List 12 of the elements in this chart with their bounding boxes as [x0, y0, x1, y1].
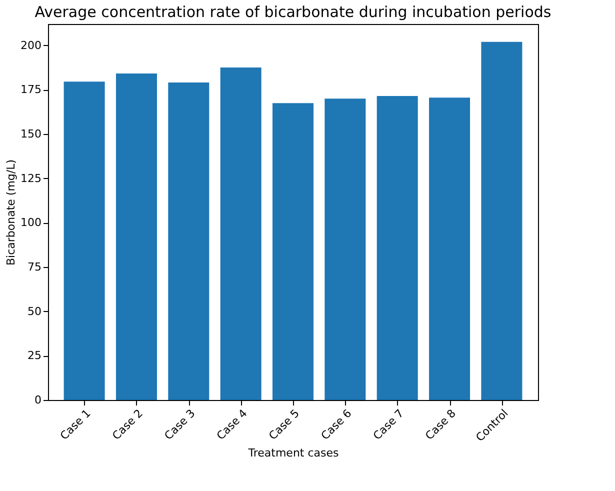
y-tick-label: 175 — [20, 83, 42, 96]
y-tick-label: 0 — [34, 394, 42, 406]
chart-title: Average concentration rate of bicarbonate during incubation periods — [34, 3, 552, 21]
y-tick-label: 150 — [20, 127, 42, 140]
y-tick-label: 100 — [20, 216, 42, 230]
y-tick-label: 25 — [28, 349, 42, 362]
y-axis-title: Bicarbonate (mg/L) — [4, 159, 18, 266]
y-tick-label: 200 — [20, 38, 42, 52]
y-tick-label: 50 — [28, 304, 42, 318]
x-axis-title: Treatment cases — [247, 446, 340, 460]
y-tick-label: 125 — [20, 172, 42, 185]
y-tick-label: 75 — [28, 260, 42, 274]
